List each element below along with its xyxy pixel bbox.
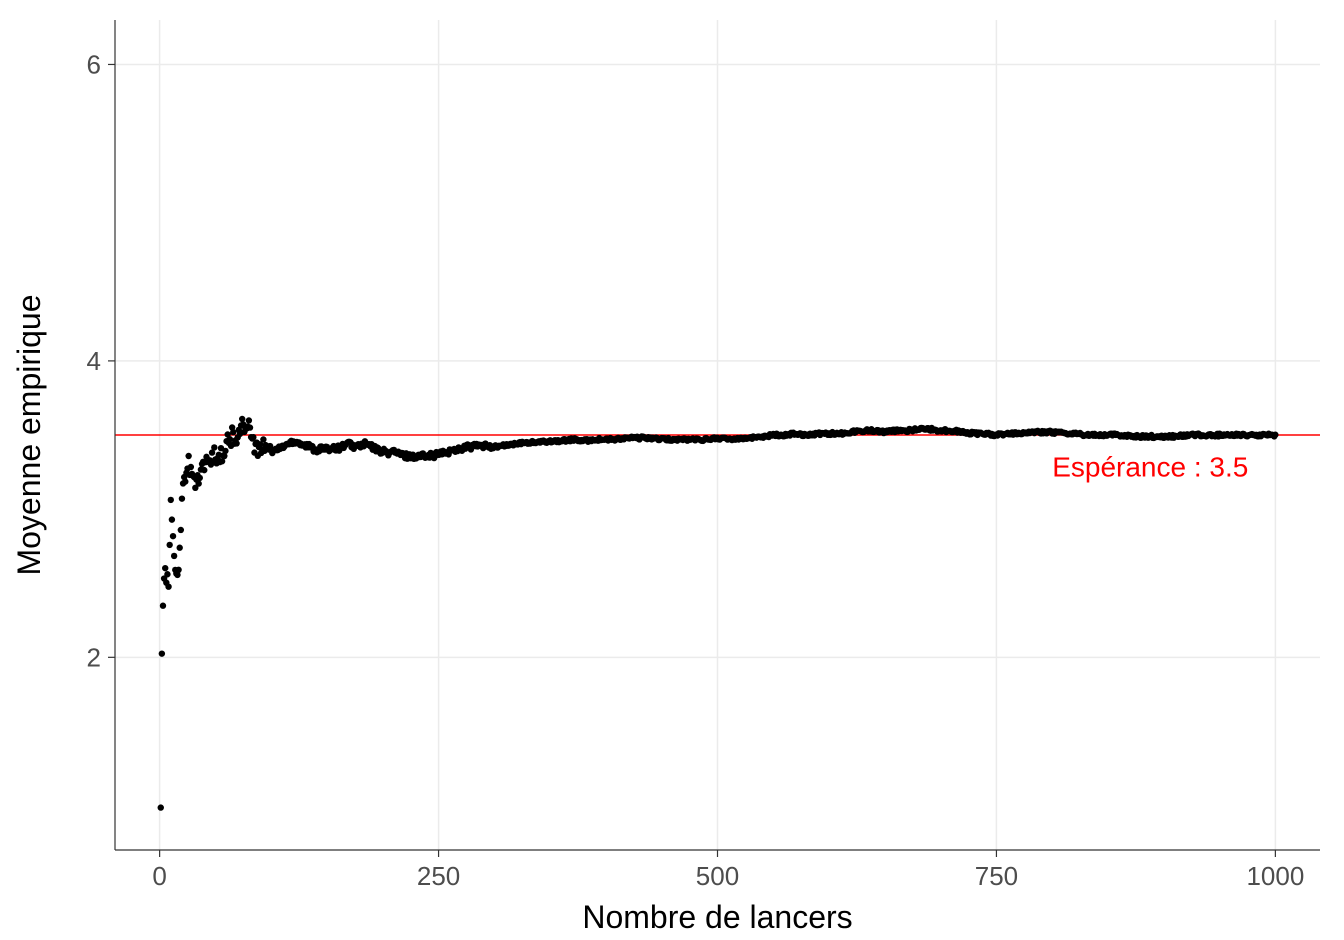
data-point [170,533,176,539]
data-point [177,545,183,551]
annotation-text: Espérance : 3.5 [1052,452,1248,483]
chart-svg: Espérance : 3.5 0 250 500 750 1000 2 4 6 Nombre d… [0,0,1344,940]
data-point [260,436,266,442]
data-point [164,571,170,577]
data-point [169,516,175,522]
data-point [168,497,174,503]
x-tick-label: 1000 [1246,861,1304,891]
data-point [182,478,188,484]
data-point [239,416,245,422]
data-point [1272,432,1278,438]
y-tick-label: 4 [87,346,101,376]
y-tick-label: 6 [87,49,101,79]
data-point [162,565,168,571]
x-tick-label: 0 [152,861,166,891]
data-point [185,453,191,459]
data-point [197,475,203,481]
data-point [159,650,165,656]
data-point [211,444,217,450]
chart-container: Espérance : 3.5 0 250 500 750 1000 2 4 6 Nombre d… [0,0,1344,940]
x-tick-label: 250 [417,861,460,891]
data-point [160,603,166,609]
data-point [175,567,181,573]
data-point [247,424,253,430]
x-tick-label: 500 [696,861,739,891]
data-point [166,542,172,548]
data-point [179,495,185,501]
data-point [171,553,177,559]
data-point [233,440,239,446]
y-tick-label: 2 [87,642,101,672]
data-point [201,467,207,473]
data-point [222,448,228,454]
data-point [165,584,171,590]
data-point [188,464,194,470]
data-point [178,527,184,533]
data-point [246,417,252,423]
x-axis-title: Nombre de lancers [582,899,852,935]
data-point [158,804,164,810]
data-point [230,429,236,435]
data-point [250,434,256,440]
x-tick-label: 750 [975,861,1018,891]
y-axis-title: Moyenne empirique [11,294,47,575]
data-point [195,480,201,486]
